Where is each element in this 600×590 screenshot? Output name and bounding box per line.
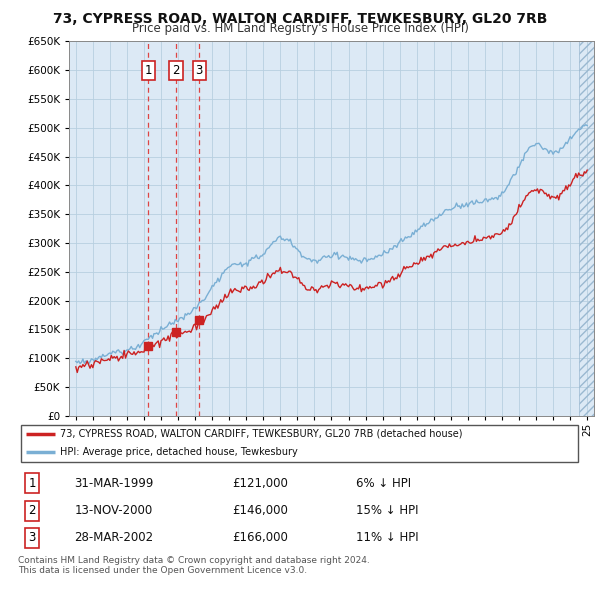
Text: 2: 2 [172, 64, 179, 77]
Text: 1: 1 [145, 64, 152, 77]
Text: 11% ↓ HPI: 11% ↓ HPI [356, 532, 419, 545]
Text: £121,000: £121,000 [232, 477, 288, 490]
Text: 15% ↓ HPI: 15% ↓ HPI [356, 504, 419, 517]
Text: HPI: Average price, detached house, Tewkesbury: HPI: Average price, detached house, Tewk… [60, 447, 298, 457]
Text: 3: 3 [28, 532, 36, 545]
Text: 31-MAR-1999: 31-MAR-1999 [74, 477, 154, 490]
Text: 2: 2 [28, 504, 36, 517]
Text: 3: 3 [196, 64, 203, 77]
Text: Contains HM Land Registry data © Crown copyright and database right 2024.: Contains HM Land Registry data © Crown c… [18, 556, 370, 565]
Text: £146,000: £146,000 [232, 504, 288, 517]
Text: £166,000: £166,000 [232, 532, 288, 545]
Text: 13-NOV-2000: 13-NOV-2000 [74, 504, 152, 517]
Text: 73, CYPRESS ROAD, WALTON CARDIFF, TEWKESBURY, GL20 7RB: 73, CYPRESS ROAD, WALTON CARDIFF, TEWKES… [53, 12, 547, 26]
Text: 28-MAR-2002: 28-MAR-2002 [74, 532, 154, 545]
FancyBboxPatch shape [21, 425, 578, 461]
Text: 6% ↓ HPI: 6% ↓ HPI [356, 477, 412, 490]
Text: 73, CYPRESS ROAD, WALTON CARDIFF, TEWKESBURY, GL20 7RB (detached house): 73, CYPRESS ROAD, WALTON CARDIFF, TEWKES… [60, 429, 463, 439]
Text: Price paid vs. HM Land Registry's House Price Index (HPI): Price paid vs. HM Land Registry's House … [131, 22, 469, 35]
Text: This data is licensed under the Open Government Licence v3.0.: This data is licensed under the Open Gov… [18, 566, 307, 575]
Text: 1: 1 [28, 477, 36, 490]
